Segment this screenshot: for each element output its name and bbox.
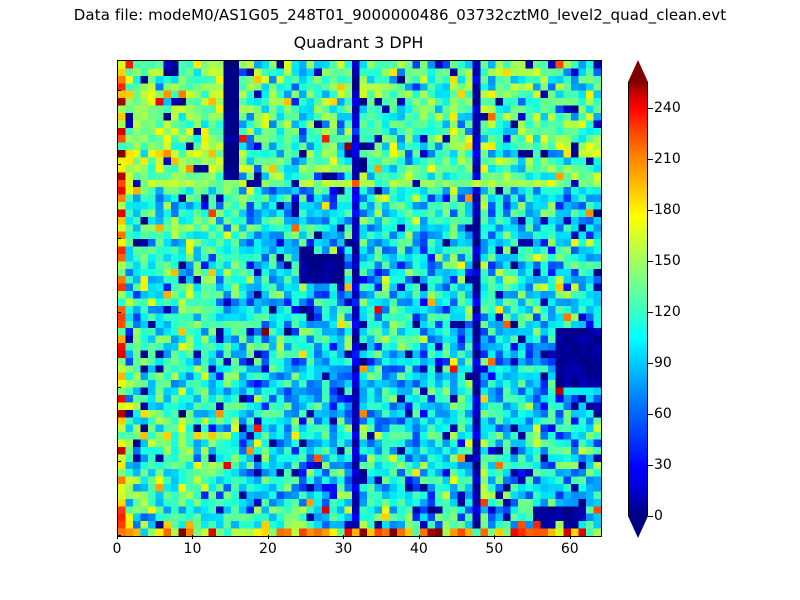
colorbar-gradient (628, 82, 648, 516)
colorbar-tick-mark (648, 158, 653, 160)
x-tick-mark (569, 535, 571, 539)
x-tick-label: 30 (334, 541, 353, 557)
colorbar-tick-mark (648, 107, 653, 109)
x-tick-mark (494, 535, 496, 539)
colorbar-tick-label: 210 (654, 150, 681, 167)
x-tick-mark (117, 535, 118, 539)
x-tick-label: 60 (560, 541, 579, 557)
colorbar[interactable] (628, 60, 650, 538)
colorbar-tick-label: 60 (654, 405, 672, 422)
heatmap-axes[interactable] (117, 60, 602, 537)
x-tick-mark (343, 535, 345, 539)
colorbar-tick-mark (648, 516, 653, 517)
x-tick-mark (192, 535, 194, 539)
data-file-label: Data file: modeM0/AS1G05_248T01_90000004… (73, 6, 727, 24)
y-tick-mark (117, 238, 121, 240)
y-tick-mark (117, 312, 121, 314)
colorbar-tick-label: 30 (654, 456, 672, 473)
x-tick-label: 10 (183, 541, 202, 557)
colorbar-tick-mark (648, 260, 653, 262)
colorbar-tick-label: 0 (654, 508, 663, 524)
colorbar-under-arrow (628, 516, 648, 538)
x-tick-mark (267, 535, 269, 539)
y-tick-mark (117, 386, 121, 388)
x-tick-label: 40 (409, 541, 428, 557)
x-tick-label: 0 (112, 541, 122, 557)
colorbar-tick-label: 180 (654, 201, 681, 218)
colorbar-tick-mark (648, 209, 653, 211)
x-tick-label: 20 (259, 541, 277, 557)
y-tick-mark (117, 89, 121, 91)
colorbar-tick-mark (648, 362, 653, 364)
colorbar-tick-mark (648, 413, 653, 415)
x-tick-label: 50 (485, 541, 504, 557)
colorbar-over-arrow (628, 60, 648, 82)
y-tick-mark (117, 163, 121, 165)
colorbar-tick-label: 120 (654, 303, 681, 320)
colorbar-tick-label: 240 (654, 99, 681, 116)
colorbar-tick-mark (648, 464, 653, 466)
plot-title: Quadrant 3 DPH (293, 33, 424, 52)
y-tick-mark (117, 535, 121, 536)
colorbar-tick-label: 150 (654, 252, 681, 269)
colorbar-tick-label: 90 (654, 354, 672, 371)
heatmap-image (118, 61, 601, 536)
y-tick-mark (117, 460, 121, 462)
x-tick-mark (418, 535, 420, 539)
colorbar-tick-mark (648, 311, 653, 313)
